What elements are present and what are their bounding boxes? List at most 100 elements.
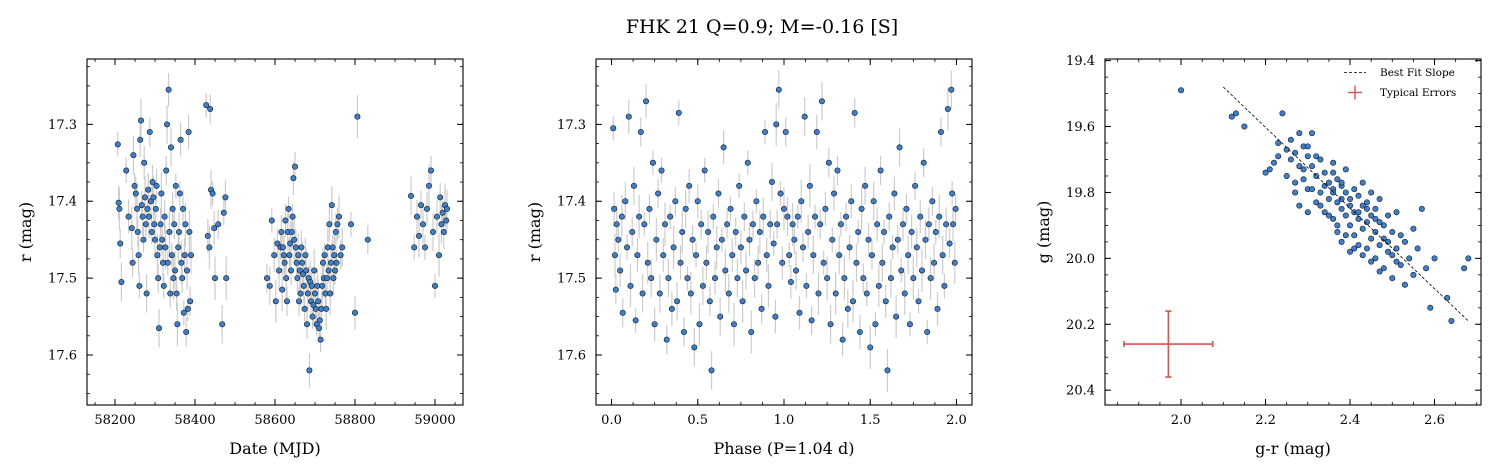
plot-frame xyxy=(1104,58,1482,406)
data-point xyxy=(223,275,230,282)
data-point xyxy=(431,282,438,289)
data-point xyxy=(853,259,860,266)
data-point xyxy=(799,244,806,251)
data-point xyxy=(1423,265,1430,272)
data-point xyxy=(818,98,825,105)
data-point xyxy=(180,309,187,316)
data-point xyxy=(1393,209,1400,216)
data-point xyxy=(291,163,298,170)
data-point xyxy=(167,290,174,297)
data-point xyxy=(347,221,354,228)
data-point xyxy=(808,317,815,324)
data-point xyxy=(297,290,304,297)
data-point xyxy=(611,205,618,212)
data-point xyxy=(927,275,934,282)
data-point xyxy=(939,252,946,259)
data-point xyxy=(773,121,780,128)
data-point xyxy=(713,244,720,251)
data-point xyxy=(613,221,620,228)
data-point xyxy=(279,244,286,251)
data-point xyxy=(867,344,874,351)
data-point xyxy=(128,225,135,232)
data-point xyxy=(173,290,180,297)
data-point xyxy=(174,321,181,328)
data-point xyxy=(1363,199,1370,206)
data-point xyxy=(706,298,713,305)
data-point xyxy=(185,129,192,136)
data-point xyxy=(268,217,275,224)
data-point xyxy=(663,336,670,343)
data-point xyxy=(1410,225,1417,232)
data-point xyxy=(729,252,736,259)
data-point xyxy=(152,205,159,212)
data-point xyxy=(768,179,775,186)
data-point xyxy=(1304,209,1311,216)
panel-lightcurve: 58200 58400 58600 58800 59000 17.3 17.4 17.5 17.… xyxy=(16,58,464,458)
data-point xyxy=(844,305,851,312)
data-point xyxy=(936,213,943,220)
data-point xyxy=(146,129,153,136)
data-point xyxy=(661,221,668,228)
data-point xyxy=(753,198,760,205)
data-point xyxy=(135,252,142,259)
data-point xyxy=(1279,110,1286,117)
data-point xyxy=(212,275,219,282)
data-point xyxy=(1338,179,1345,186)
data-point xyxy=(117,240,124,247)
data-point xyxy=(948,86,955,93)
data-point xyxy=(924,328,931,335)
data-point xyxy=(637,129,644,136)
data-point xyxy=(643,98,650,105)
data-point xyxy=(163,167,170,174)
data-point xyxy=(1266,166,1273,173)
data-point xyxy=(824,275,831,282)
data-point xyxy=(435,252,442,259)
data-point xyxy=(677,259,684,266)
data-point xyxy=(1368,235,1375,242)
data-point xyxy=(655,190,662,197)
data-point xyxy=(670,244,677,251)
data-point xyxy=(1334,176,1341,183)
data-point xyxy=(139,213,146,220)
data-point xyxy=(1325,212,1332,219)
data-point xyxy=(898,267,905,274)
x-axis-label: Phase (P=1.04 d) xyxy=(714,439,855,458)
data-point xyxy=(708,367,715,374)
data-point xyxy=(278,229,285,236)
data-point xyxy=(1304,143,1311,150)
data-point xyxy=(1287,136,1294,143)
data-point xyxy=(1355,215,1362,222)
data-point xyxy=(142,221,149,228)
data-point xyxy=(220,209,227,216)
data-point xyxy=(918,267,925,274)
data-point xyxy=(184,267,191,274)
data-point xyxy=(351,309,358,316)
data-point xyxy=(1368,258,1375,265)
data-point xyxy=(836,252,843,259)
data-point xyxy=(1321,169,1328,176)
data-point xyxy=(1351,186,1358,193)
data-point xyxy=(774,221,781,228)
data-point xyxy=(134,205,141,212)
data-point xyxy=(1368,189,1375,196)
data-point xyxy=(138,202,145,209)
data-point xyxy=(157,221,164,228)
data-point xyxy=(846,244,853,251)
data-point xyxy=(339,244,346,251)
data-point xyxy=(155,275,162,282)
data-point xyxy=(1431,255,1438,262)
data-point xyxy=(130,152,137,159)
data-point xyxy=(164,121,171,128)
x-tick-label: 59000 xyxy=(414,413,455,428)
data-point xyxy=(900,221,907,228)
data-point xyxy=(1283,172,1290,179)
data-point xyxy=(118,278,125,285)
data-point xyxy=(693,252,700,259)
x-tick-label: 1.5 xyxy=(860,413,881,428)
data-point xyxy=(169,205,176,212)
data-point xyxy=(732,229,739,236)
data-point xyxy=(1330,159,1337,166)
data-point xyxy=(153,182,160,189)
data-point xyxy=(1380,265,1387,272)
data-point xyxy=(335,213,342,220)
